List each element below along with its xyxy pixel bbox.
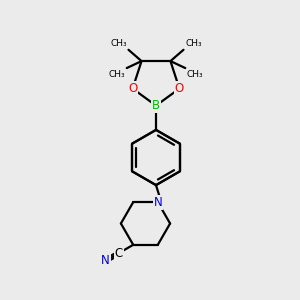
Text: B: B (152, 99, 160, 112)
Text: O: O (175, 82, 184, 95)
Text: CH₃: CH₃ (110, 39, 127, 48)
Text: C: C (115, 247, 123, 260)
Text: N: N (101, 254, 110, 267)
Text: CH₃: CH₃ (185, 39, 202, 48)
Text: N: N (153, 196, 162, 209)
Text: CH₃: CH₃ (109, 70, 125, 79)
Text: CH₃: CH₃ (187, 70, 203, 79)
Text: O: O (128, 82, 137, 95)
